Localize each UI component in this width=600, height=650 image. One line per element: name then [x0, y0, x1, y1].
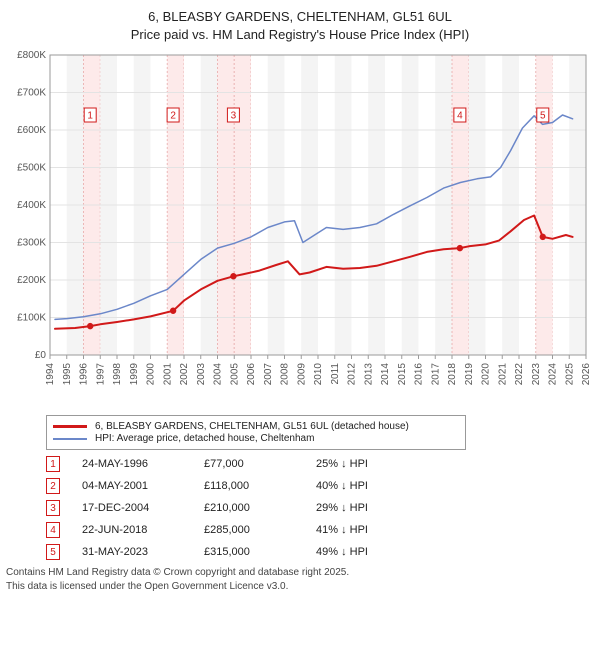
- svg-text:2026: 2026: [581, 363, 592, 386]
- event-date: 22-JUN-2018: [82, 524, 182, 536]
- svg-text:2008: 2008: [280, 363, 291, 386]
- chart-svg: £0 £100K £200K £300K £400K £500K £600K £700K £80…: [6, 49, 594, 409]
- svg-text:1996: 1996: [79, 363, 90, 386]
- svg-text:2007: 2007: [263, 363, 274, 386]
- event-price: £285,000: [204, 524, 294, 536]
- svg-text:1995: 1995: [62, 363, 73, 386]
- svg-text:2023: 2023: [531, 363, 542, 386]
- svg-text:£800K: £800K: [17, 50, 46, 61]
- svg-text:2016: 2016: [414, 363, 425, 386]
- svg-text:2002: 2002: [179, 363, 190, 386]
- svg-text:2024: 2024: [548, 363, 559, 386]
- footnote: Contains HM Land Registry data © Crown c…: [6, 566, 594, 593]
- event-delta: 40% ↓ HPI: [316, 480, 406, 492]
- events-table: 1 24-MAY-1996 £77,000 25% ↓ HPI 2 04-MAY-2001…: [46, 456, 594, 560]
- event-delta: 49% ↓ HPI: [316, 546, 406, 558]
- event-price: £118,000: [204, 480, 294, 492]
- svg-text:2017: 2017: [430, 363, 441, 386]
- svg-text:4: 4: [457, 111, 463, 122]
- svg-text:5: 5: [540, 111, 546, 122]
- footnote-line-1: Contains HM Land Registry data © Crown c…: [6, 566, 594, 580]
- event-date: 31-MAY-2023: [82, 546, 182, 558]
- event-marker: 5: [46, 544, 60, 560]
- svg-text:£400K: £400K: [17, 200, 46, 211]
- svg-text:2001: 2001: [162, 363, 173, 386]
- legend-swatch-2: [53, 438, 87, 440]
- legend-label-1: 6, BLEASBY GARDENS, CHELTENHAM, GL51 6UL…: [95, 421, 409, 432]
- svg-text:2010: 2010: [313, 363, 324, 386]
- svg-text:2020: 2020: [481, 363, 492, 386]
- event-date: 24-MAY-1996: [82, 458, 182, 470]
- svg-text:£100K: £100K: [17, 313, 46, 324]
- event-delta: 29% ↓ HPI: [316, 502, 406, 514]
- svg-text:1994: 1994: [45, 363, 56, 386]
- event-price: £77,000: [204, 458, 294, 470]
- event-delta: 25% ↓ HPI: [316, 458, 406, 470]
- legend-swatch-1: [53, 425, 87, 428]
- svg-text:2003: 2003: [196, 363, 207, 386]
- svg-text:£500K: £500K: [17, 163, 46, 174]
- figure-container: 6, BLEASBY GARDENS, CHELTENHAM, GL51 6UL…: [0, 0, 600, 597]
- svg-text:2019: 2019: [464, 363, 475, 386]
- footnote-line-2: This data is licensed under the Open Gov…: [6, 580, 594, 594]
- title-block: 6, BLEASBY GARDENS, CHELTENHAM, GL51 6UL…: [6, 8, 594, 43]
- event-row: 2 04-MAY-2001 £118,000 40% ↓ HPI: [46, 478, 594, 494]
- svg-text:2004: 2004: [213, 363, 224, 386]
- event-delta: 41% ↓ HPI: [316, 524, 406, 536]
- event-marker: 3: [46, 500, 60, 516]
- svg-text:2025: 2025: [564, 363, 575, 386]
- legend: 6, BLEASBY GARDENS, CHELTENHAM, GL51 6UL…: [46, 415, 466, 450]
- svg-text:1997: 1997: [95, 363, 106, 386]
- event-marker: 2: [46, 478, 60, 494]
- svg-text:£700K: £700K: [17, 88, 46, 99]
- svg-text:1: 1: [87, 111, 93, 122]
- svg-text:2021: 2021: [497, 363, 508, 386]
- event-marker: 1: [46, 456, 60, 472]
- legend-row-2: HPI: Average price, detached house, Chel…: [53, 433, 459, 444]
- svg-text:£300K: £300K: [17, 238, 46, 249]
- svg-text:2012: 2012: [347, 363, 358, 386]
- svg-text:2013: 2013: [363, 363, 374, 386]
- svg-text:2005: 2005: [229, 363, 240, 386]
- svg-text:2009: 2009: [296, 363, 307, 386]
- legend-row-1: 6, BLEASBY GARDENS, CHELTENHAM, GL51 6UL…: [53, 421, 459, 432]
- event-date: 17-DEC-2004: [82, 502, 182, 514]
- svg-text:£0: £0: [35, 350, 47, 361]
- svg-text:2: 2: [170, 111, 176, 122]
- svg-text:2022: 2022: [514, 363, 525, 386]
- event-price: £210,000: [204, 502, 294, 514]
- svg-text:1998: 1998: [112, 363, 123, 386]
- svg-text:2014: 2014: [380, 363, 391, 386]
- legend-label-2: HPI: Average price, detached house, Chel…: [95, 433, 314, 444]
- svg-text:3: 3: [231, 111, 237, 122]
- svg-text:2018: 2018: [447, 363, 458, 386]
- svg-text:2015: 2015: [397, 363, 408, 386]
- event-row: 4 22-JUN-2018 £285,000 41% ↓ HPI: [46, 522, 594, 538]
- event-row: 1 24-MAY-1996 £77,000 25% ↓ HPI: [46, 456, 594, 472]
- svg-text:2006: 2006: [246, 363, 257, 386]
- svg-text:£600K: £600K: [17, 125, 46, 136]
- event-price: £315,000: [204, 546, 294, 558]
- chart: £0 £100K £200K £300K £400K £500K £600K £700K £80…: [6, 49, 594, 409]
- title-line-2: Price paid vs. HM Land Registry's House …: [6, 26, 594, 44]
- event-marker: 4: [46, 522, 60, 538]
- event-row: 3 17-DEC-2004 £210,000 29% ↓ HPI: [46, 500, 594, 516]
- event-row: 5 31-MAY-2023 £315,000 49% ↓ HPI: [46, 544, 594, 560]
- svg-text:2000: 2000: [146, 363, 157, 386]
- svg-text:2011: 2011: [330, 363, 341, 385]
- svg-text:£200K: £200K: [17, 275, 46, 286]
- title-line-1: 6, BLEASBY GARDENS, CHELTENHAM, GL51 6UL: [6, 8, 594, 26]
- svg-text:1999: 1999: [129, 363, 140, 386]
- event-date: 04-MAY-2001: [82, 480, 182, 492]
